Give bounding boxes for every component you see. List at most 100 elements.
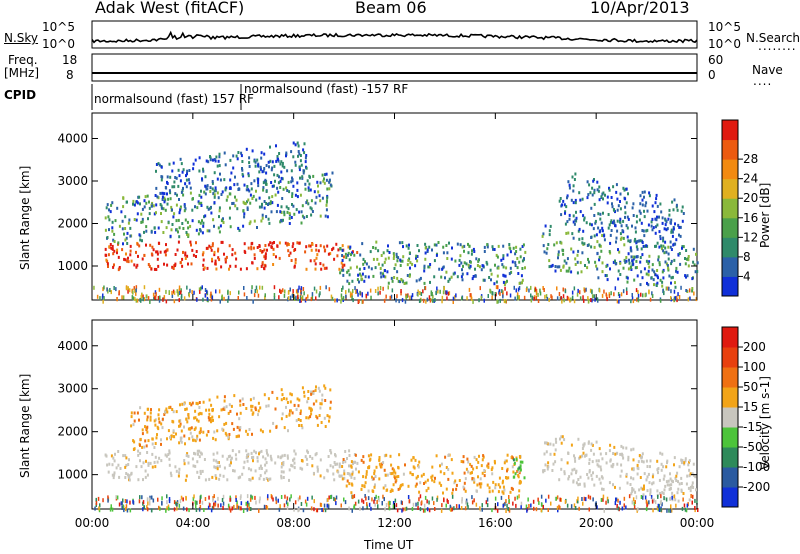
- data-cell: [231, 449, 234, 453]
- data-cell: [482, 264, 485, 268]
- data-cell: [113, 459, 116, 463]
- data-cell: [416, 244, 419, 247]
- data-cell: [300, 221, 303, 225]
- data-cell: [668, 213, 671, 217]
- data-cell: [269, 454, 272, 458]
- data-cell: [235, 154, 238, 158]
- data-cell: [262, 455, 265, 459]
- data-cell: [451, 491, 454, 495]
- data-cell: [672, 227, 675, 231]
- data-cell: [463, 261, 466, 265]
- data-cell: [662, 239, 665, 243]
- data-cell: [191, 197, 194, 201]
- noise-cell: [129, 508, 132, 513]
- data-cell: [153, 446, 156, 449]
- noise-cell: [402, 507, 404, 512]
- data-cell: [111, 229, 114, 233]
- data-cell: [228, 403, 231, 407]
- noise-cell: [528, 504, 530, 508]
- data-cell: [647, 472, 650, 476]
- data-cell: [508, 243, 511, 246]
- noise-cell: [280, 289, 283, 294]
- data-cell: [593, 202, 596, 206]
- data-cell: [505, 459, 508, 463]
- data-cell: [107, 215, 110, 219]
- data-cell: [618, 250, 621, 254]
- noise-cell: [417, 501, 419, 506]
- data-cell: [214, 259, 217, 263]
- noise-cell: [342, 296, 345, 301]
- data-cell: [184, 442, 186, 446]
- data-cell: [615, 183, 618, 187]
- noise-cell: [480, 295, 483, 300]
- data-cell: [116, 206, 119, 210]
- noise-cell: [419, 291, 421, 295]
- data-cell: [170, 474, 173, 478]
- data-cell: [691, 484, 694, 488]
- data-cell: [682, 245, 685, 249]
- data-cell: [396, 259, 399, 263]
- data-cell: [112, 476, 115, 480]
- data-cell: [240, 154, 243, 158]
- data-cell: [311, 456, 314, 460]
- noise-cell: [668, 508, 670, 513]
- noise-cell: [344, 500, 347, 505]
- noise-cell: [461, 296, 463, 301]
- data-cell: [139, 406, 142, 410]
- data-cell: [258, 244, 261, 247]
- data-cell: [681, 459, 684, 463]
- data-cell: [277, 159, 280, 163]
- noise-cell: [636, 297, 638, 302]
- data-cell: [271, 160, 274, 164]
- data-cell: [339, 247, 342, 251]
- data-cell: [216, 191, 219, 195]
- data-cell: [378, 458, 381, 462]
- noise-cell: [648, 289, 650, 294]
- data-cell: [285, 151, 288, 155]
- noise-cell: [564, 499, 567, 504]
- data-cell: [259, 406, 262, 410]
- data-cell: [572, 220, 575, 224]
- noise-cell: [161, 496, 163, 501]
- data-cell: [646, 489, 649, 493]
- data-cell: [104, 228, 107, 232]
- data-cell: [286, 210, 289, 214]
- data-cell: [312, 471, 315, 475]
- data-cell: [246, 185, 249, 188]
- noise-cell: [678, 295, 681, 299]
- noise-cell: [258, 499, 261, 504]
- data-cell: [163, 413, 166, 416]
- noise-cell: [125, 507, 127, 512]
- data-cell: [126, 473, 129, 477]
- data-cell: [402, 245, 404, 249]
- data-cell: [632, 488, 635, 492]
- noise-cell: [470, 295, 473, 300]
- data-cell: [120, 210, 123, 214]
- noise-cell: [587, 494, 590, 499]
- data-cell: [144, 475, 147, 479]
- data-cell: [463, 471, 466, 475]
- data-cell: [670, 262, 673, 266]
- data-cell: [188, 401, 191, 405]
- data-cell: [640, 459, 643, 463]
- data-cell: [141, 432, 144, 436]
- data-cell: [122, 205, 125, 209]
- data-cell: [199, 411, 202, 415]
- data-cell: [348, 449, 351, 453]
- data-cell: [522, 243, 525, 247]
- data-cell: [312, 174, 315, 178]
- data-cell: [462, 455, 465, 459]
- data-cell: [287, 429, 289, 433]
- data-cell: [334, 463, 337, 466]
- data-cell: [230, 171, 233, 175]
- data-cell: [289, 392, 292, 396]
- data-cell: [265, 461, 268, 465]
- colorbar-tick-label: 15: [743, 400, 758, 414]
- data-cell: [288, 211, 291, 215]
- data-cell: [251, 456, 253, 460]
- data-cell: [625, 275, 628, 279]
- data-cell: [427, 486, 430, 490]
- noise-cell: [357, 292, 359, 297]
- noise-cell: [516, 495, 519, 500]
- noise-cell: [176, 503, 178, 507]
